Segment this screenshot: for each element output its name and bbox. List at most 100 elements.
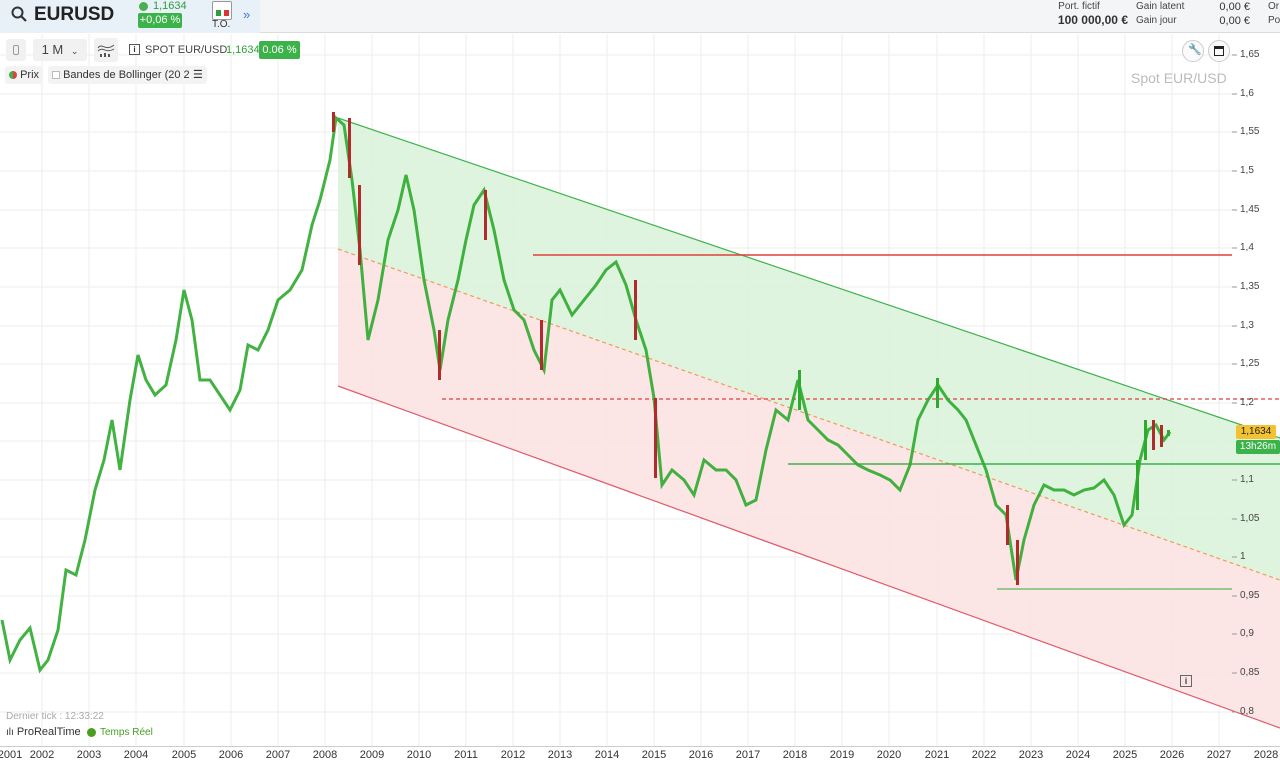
search-icon[interactable] — [11, 6, 27, 22]
provider-label: ılı ProRealTime — [6, 726, 81, 738]
y-tick: 1,1 — [1240, 474, 1254, 485]
last-tick-label: Dernier tick : 12:33:22 — [6, 711, 104, 722]
truncated-label-1: Or — [1268, 1, 1280, 12]
instrument-change-badge: 0.06 % — [259, 41, 300, 59]
last-price: 1,1634 — [153, 0, 187, 12]
x-tick: 2009 — [359, 749, 385, 761]
x-tick: 2007 — [265, 749, 291, 761]
info-icon[interactable]: i — [129, 44, 140, 55]
y-tick: 1,4 — [1240, 242, 1254, 253]
x-tick: 2018 — [782, 749, 808, 761]
price-chart[interactable] — [0, 34, 1280, 746]
x-tick: 2023 — [1018, 749, 1044, 761]
list-icon: ☰ — [193, 69, 203, 81]
x-axis[interactable]: 2001 2002 2003 2004 2005 2006 2007 2008 … — [0, 746, 1280, 764]
chart-indicator-icon — [97, 44, 115, 57]
x-tick: 2015 — [641, 749, 667, 761]
x-tick: 2019 — [829, 749, 855, 761]
x-tick: 2005 — [171, 749, 197, 761]
gain-jour-value: 0,00 € — [1219, 15, 1250, 27]
x-tick: 2013 — [547, 749, 573, 761]
gain-jour-label: Gain jour — [1136, 15, 1177, 26]
chart-info-icon[interactable]: i — [1180, 675, 1192, 687]
y-tick: 1,35 — [1240, 281, 1260, 292]
candles-icon: ılı — [6, 727, 14, 738]
symbol-name: EURUSD — [34, 4, 115, 25]
price-color-icon — [9, 71, 17, 79]
channel-mid-line[interactable] — [337, 248, 1280, 581]
x-tick: 2006 — [218, 749, 244, 761]
provider-name: ProRealTime — [16, 726, 81, 738]
y-tick: 1,25 — [1240, 358, 1260, 369]
x-tick: 2003 — [76, 749, 102, 761]
legend-price[interactable]: Prix — [5, 66, 44, 84]
chevron-down-icon: ⌄ — [70, 46, 79, 56]
symbol-box[interactable]: EURUSD 1,1634 +0,06 % T.O. » — [0, 0, 260, 33]
channel-lower-fill — [338, 249, 1280, 728]
channel-upper-line[interactable] — [337, 117, 1280, 439]
x-tick: 2010 — [406, 749, 432, 761]
truncated-label-2: Po — [1268, 15, 1280, 26]
order-ticket-icon[interactable] — [212, 1, 232, 20]
legend-list-button[interactable]: ☰ — [189, 66, 207, 84]
portfolio-label: Port. fictif — [1058, 1, 1100, 12]
order-ticket-label[interactable]: T.O. — [212, 19, 231, 30]
gain-latent-value: 0,00 € — [1219, 1, 1250, 13]
price-path — [0, 115, 1172, 674]
indicators-button[interactable] — [94, 38, 118, 62]
y-tick: 1 — [1240, 551, 1246, 562]
realtime-dot-icon — [87, 728, 96, 737]
window-icon — [1214, 46, 1224, 56]
x-tick: 2017 — [735, 749, 761, 761]
gain-latent-label: Gain latent — [1136, 1, 1185, 12]
expand-chevron-icon[interactable]: » — [243, 7, 251, 22]
channel-lower-line[interactable] — [337, 385, 1280, 729]
x-tick: 2024 — [1065, 749, 1091, 761]
x-tick: 2004 — [123, 749, 149, 761]
y-axis-ticks — [1232, 54, 1237, 713]
candle-highlights — [332, 112, 1170, 585]
instrument-label: SPOT EUR/USD — [145, 44, 228, 56]
y-tick: 0,95 — [1240, 590, 1260, 601]
y-tick: 1,55 — [1240, 126, 1260, 137]
instrument-price: 1,1634 — [226, 44, 260, 56]
x-tick: 2026 — [1159, 749, 1185, 761]
last-price-tag: 1,1634 — [1236, 425, 1276, 439]
y-tick: 1,3 — [1240, 320, 1254, 331]
realtime-label: Temps Réel — [100, 727, 153, 738]
countdown-tag: 13h26m — [1236, 440, 1280, 454]
x-tick: 2027 — [1206, 749, 1232, 761]
x-tick: 2012 — [500, 749, 526, 761]
legend-bollinger[interactable]: Bandes de Bollinger (20 2) — [48, 66, 198, 84]
x-tick: 2001 — [0, 749, 23, 761]
x-tick: 2014 — [594, 749, 620, 761]
y-tick: 1,5 — [1240, 165, 1254, 176]
y-tick: 0,85 — [1240, 667, 1260, 678]
layout-toggle-button[interactable] — [6, 39, 26, 61]
change-badge: +0,06 % — [138, 13, 182, 28]
x-tick: 2021 — [924, 749, 950, 761]
candles — [0, 112, 1172, 674]
wrench-icon: 🔧 — [1188, 44, 1202, 56]
settings-button[interactable]: 🔧 — [1182, 40, 1204, 62]
timeframe-value: 1 M — [41, 42, 64, 57]
x-tick: 2002 — [29, 749, 55, 761]
x-tick: 2022 — [971, 749, 997, 761]
timeframe-select[interactable]: 1 M ⌄ — [33, 39, 87, 61]
portfolio-value: 100 000,00 € — [1057, 13, 1128, 27]
x-tick: 2020 — [876, 749, 902, 761]
legend-price-label: Prix — [20, 69, 40, 81]
status-dot-icon — [139, 2, 148, 11]
y-tick: 1,05 — [1240, 513, 1260, 524]
y-tick: 0,9 — [1240, 628, 1254, 639]
checkbox-icon[interactable] — [52, 71, 60, 79]
window-button[interactable] — [1208, 40, 1230, 62]
x-tick: 2011 — [454, 749, 478, 761]
x-tick: 2016 — [688, 749, 714, 761]
x-tick: 2028 — [1253, 749, 1279, 761]
y-tick: 0,8 — [1240, 706, 1254, 717]
top-bar: EURUSD 1,1634 +0,06 % T.O. » Port. ficti… — [0, 0, 1280, 33]
x-tick: 2025 — [1112, 749, 1138, 761]
chart-watermark: Spot EUR/USD — [1131, 70, 1227, 86]
y-tick: 1,45 — [1240, 204, 1260, 215]
